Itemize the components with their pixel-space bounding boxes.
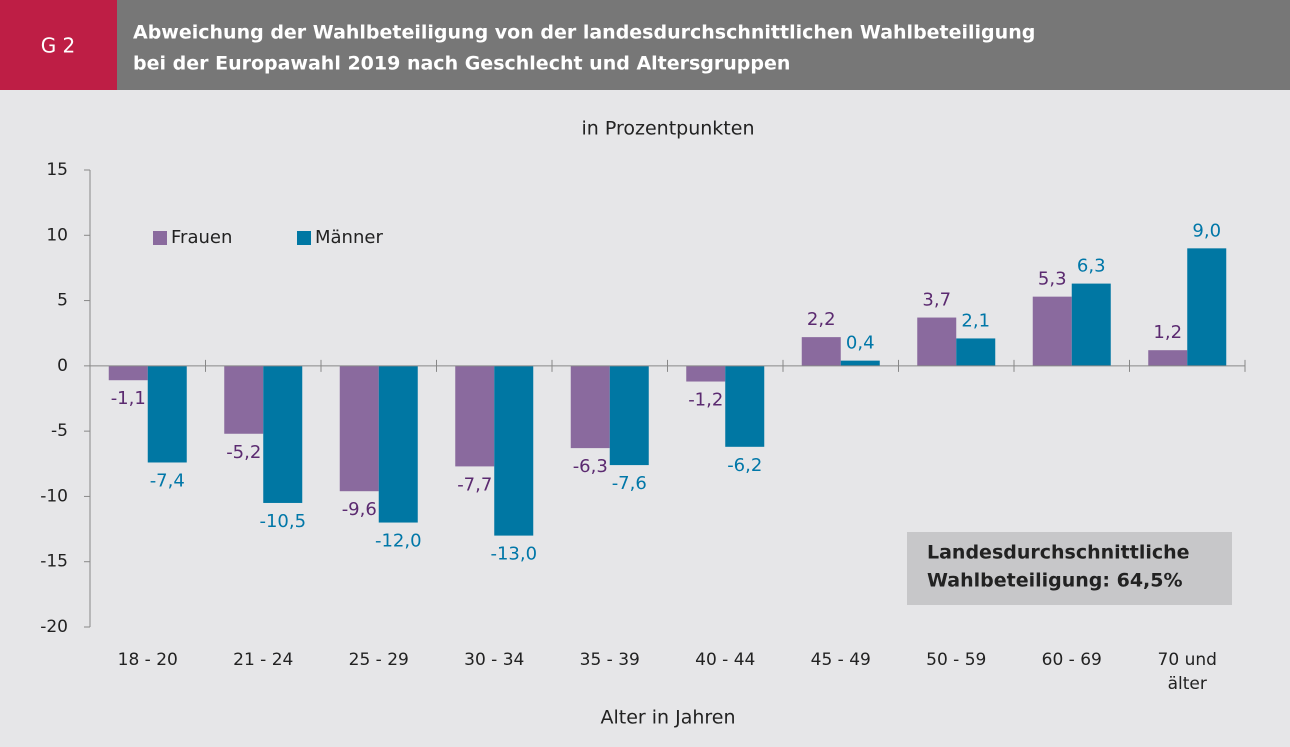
legend-label: Frauen <box>171 227 232 248</box>
legend-swatch <box>297 231 311 245</box>
bar <box>1071 283 1111 366</box>
bar <box>1032 296 1072 366</box>
bar <box>263 365 303 503</box>
legend-swatch <box>153 231 167 245</box>
y-tick-label: -10 <box>40 486 68 506</box>
subtitle: in Prozentpunkten <box>582 118 755 140</box>
x-tick-label: 50 - 59 <box>926 650 986 670</box>
bar <box>725 365 765 447</box>
y-tick-label: 0 <box>57 356 68 376</box>
x-tick-label: 25 - 29 <box>349 650 409 670</box>
bar <box>956 338 996 366</box>
annotation: Wahlbeteiligung: 64,5% <box>927 570 1183 592</box>
data-label: -6,3 <box>573 456 608 477</box>
chart-title: bei der Europawahl 2019 nach Geschlecht … <box>133 53 790 75</box>
bar <box>378 365 418 523</box>
data-label: -7,7 <box>457 474 492 495</box>
x-tick-label: 18 - 20 <box>118 650 178 670</box>
bar <box>686 365 726 382</box>
y-tick-label: -20 <box>40 617 68 637</box>
data-label: 2,2 <box>807 309 836 330</box>
bar <box>1187 248 1227 366</box>
data-label: -1,2 <box>688 390 723 411</box>
y-tick-label: 15 <box>46 160 68 180</box>
bar <box>339 365 379 492</box>
data-label: 3,7 <box>922 290 951 311</box>
x-tick-label: 40 - 44 <box>695 650 755 670</box>
bar <box>455 365 495 467</box>
bar <box>570 365 610 449</box>
x-tick-label: 21 - 24 <box>233 650 293 670</box>
y-tick-label: -5 <box>51 421 68 441</box>
data-label: 0,4 <box>846 333 875 354</box>
bar <box>1148 350 1188 366</box>
x-tick-label: 35 - 39 <box>580 650 640 670</box>
data-label: -7,6 <box>612 473 647 494</box>
header-bar <box>117 0 1290 90</box>
x-tick-label: 70 und älter <box>1158 650 1217 694</box>
legend-label: Männer <box>315 227 383 248</box>
data-label: -1,1 <box>111 388 146 409</box>
bar <box>609 365 649 466</box>
chart-title: Abweichung der Wahlbeteiligung von der l… <box>133 22 1035 44</box>
bar <box>917 317 957 366</box>
data-label: 9,0 <box>1192 220 1221 241</box>
data-label: -10,5 <box>259 511 306 532</box>
bar <box>108 365 148 381</box>
data-label: 6,3 <box>1077 256 1106 277</box>
data-label: -13,0 <box>490 544 537 565</box>
data-label: -12,0 <box>375 531 422 552</box>
annotation: Landesdurchschnittliche <box>927 542 1190 564</box>
badge-box <box>0 0 117 90</box>
data-label: -7,4 <box>150 470 185 491</box>
x-tick-label: 60 - 69 <box>1042 650 1102 670</box>
data-label: -9,6 <box>342 499 377 520</box>
bar <box>840 360 880 366</box>
x-axis-label: Alter in Jahren <box>600 707 735 729</box>
data-label: -5,2 <box>226 442 261 463</box>
data-label: 1,2 <box>1153 322 1182 343</box>
badge: G 2 <box>41 34 76 58</box>
x-tick-label: 30 - 34 <box>464 650 524 670</box>
bar <box>494 365 534 536</box>
data-label: 5,3 <box>1038 269 1067 290</box>
data-label: 2,1 <box>961 310 990 331</box>
y-tick-label: 10 <box>46 225 68 245</box>
data-label: -6,2 <box>727 455 762 476</box>
x-tick-label: 45 - 49 <box>811 650 871 670</box>
bar <box>801 337 841 366</box>
y-tick-label: 5 <box>57 291 68 311</box>
y-tick-label: -15 <box>40 552 68 572</box>
bar <box>224 365 264 434</box>
bar <box>147 365 187 463</box>
annotation-box <box>907 532 1232 605</box>
